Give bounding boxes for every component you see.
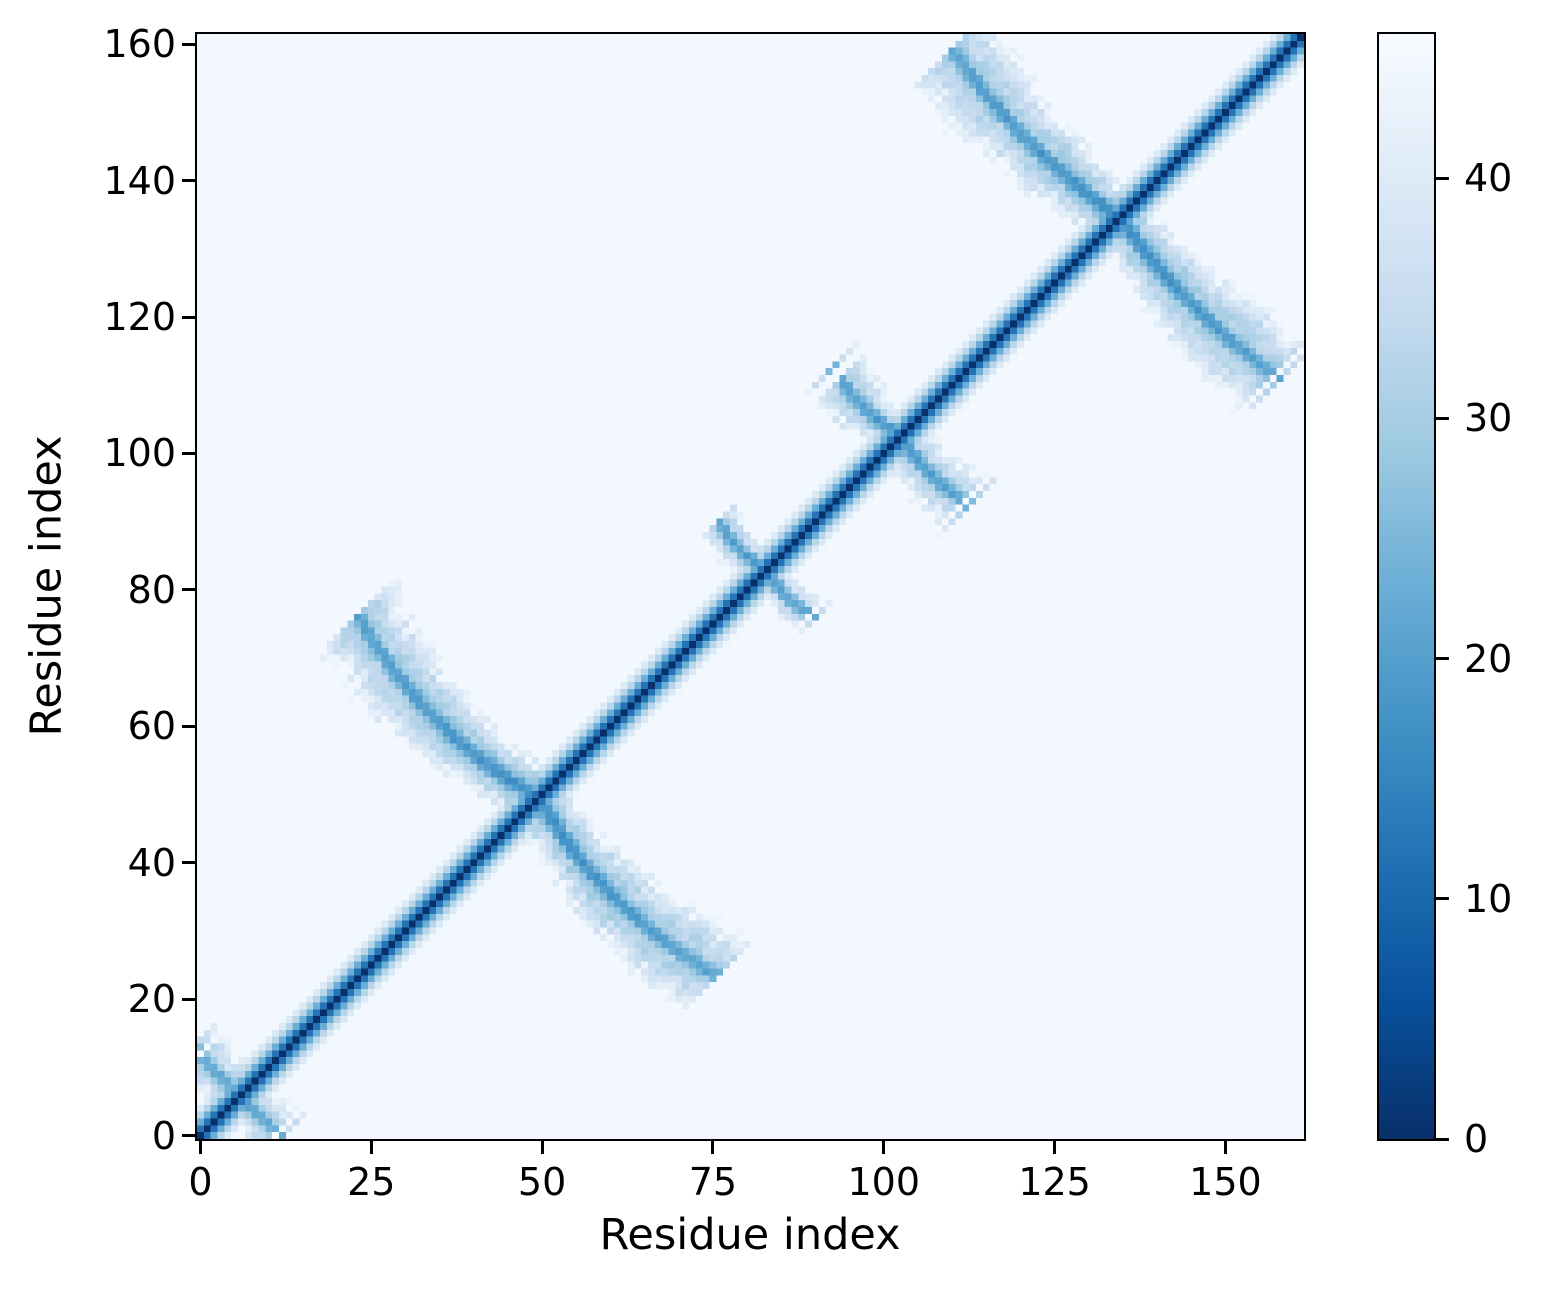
y-tick-label: 100 [103, 431, 176, 476]
colorbar-tick-mark [1436, 897, 1449, 901]
colorbar-tick-label: 20 [1464, 636, 1513, 681]
y-tick-label: 140 [103, 158, 176, 203]
x-tick-label: 0 [188, 1160, 213, 1204]
y-tick-mark [182, 1134, 195, 1138]
y-tick-mark [182, 997, 195, 1001]
distance-matrix-heatmap [197, 34, 1304, 1139]
x-tick-label: 75 [688, 1160, 738, 1204]
x-tick-label: 25 [347, 1160, 396, 1204]
x-tick-mark [1053, 1141, 1057, 1154]
y-tick-mark [182, 588, 195, 592]
x-tick-label: 50 [517, 1160, 567, 1204]
y-tick-mark [182, 315, 195, 319]
colorbar-tick-mark [1436, 657, 1449, 661]
colorbar-tick-mark [1436, 176, 1449, 180]
y-tick-label: 120 [103, 295, 176, 340]
y-tick-label: 60 [127, 704, 176, 749]
heatmap-plot-area [195, 32, 1306, 1141]
colorbar-gradient [1379, 34, 1434, 1139]
colorbar-tick-label: 40 [1464, 156, 1513, 201]
colorbar-tick-mark [1436, 416, 1449, 420]
x-tick-mark [882, 1141, 886, 1154]
y-tick-mark [182, 179, 195, 183]
x-tick-mark [540, 1141, 544, 1154]
y-tick-mark [182, 724, 195, 728]
y-tick-label: 80 [127, 567, 176, 612]
y-tick-label: 0 [151, 1113, 176, 1158]
y-tick-mark [182, 42, 195, 46]
y-tick-label: 40 [127, 840, 176, 885]
x-tick-mark [369, 1141, 373, 1154]
y-tick-label: 160 [103, 22, 176, 67]
colorbar [1377, 32, 1436, 1141]
x-tick-label: 100 [847, 1160, 921, 1204]
x-tick-mark [198, 1141, 202, 1154]
x-tick-label: 125 [1018, 1160, 1091, 1204]
colorbar-tick-label: 30 [1464, 396, 1513, 441]
y-tick-mark [182, 861, 195, 865]
y-tick-mark [182, 451, 195, 455]
x-axis-label: Residue index [599, 1210, 901, 1260]
x-tick-mark [1223, 1141, 1227, 1154]
colorbar-tick-label: 0 [1464, 1117, 1489, 1161]
colorbar-tick-mark [1436, 1137, 1449, 1141]
colorbar-tick-label: 10 [1464, 876, 1513, 921]
x-tick-mark [711, 1141, 715, 1154]
x-tick-label: 150 [1189, 1160, 1262, 1204]
y-tick-label: 20 [127, 977, 176, 1022]
